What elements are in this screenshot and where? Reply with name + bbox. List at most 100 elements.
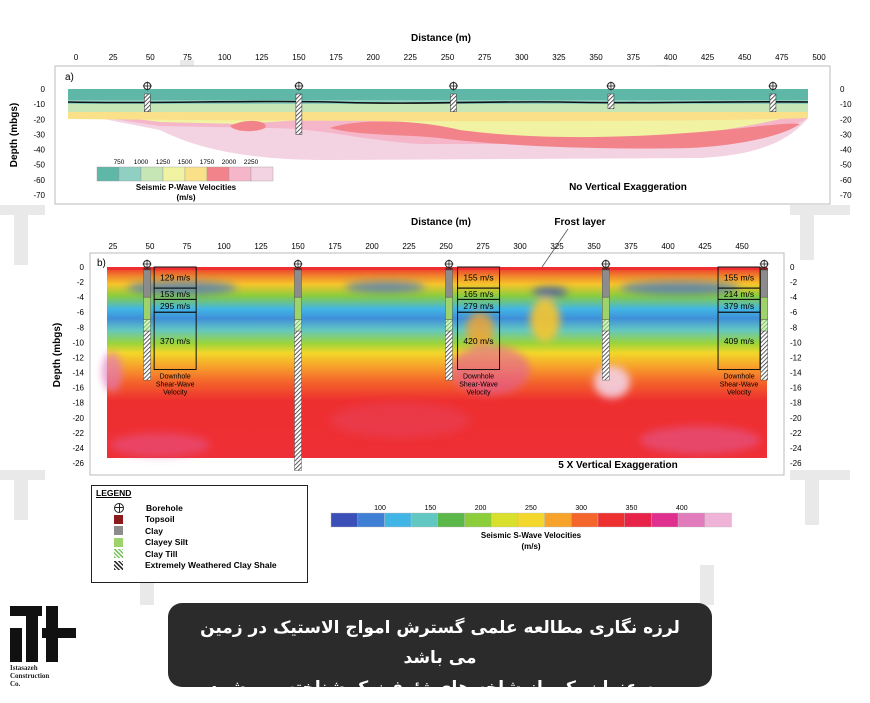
downhole-layer-box xyxy=(717,311,761,371)
s-colorbar-unit: (m/s) xyxy=(521,542,540,551)
frost-layer-pointer xyxy=(539,228,569,271)
caption-banner: لرزه نگاری مطالعه علمی گسترش امواج الاست… xyxy=(168,603,712,698)
panel-b-y-tick-label: -8 xyxy=(77,323,85,332)
borehole-segment xyxy=(294,330,302,471)
panel-b-y-tick-label: 0 xyxy=(790,263,795,272)
panel-a-y-tick-label: -60 xyxy=(33,176,45,185)
p-colorbar-swatch xyxy=(162,166,186,182)
p-wave-colorbar: 750 1000 1250 1500 1750 2000 2250 xyxy=(96,159,274,182)
borehole-icon xyxy=(114,502,124,513)
downhole-caption: Shear-Wave xyxy=(459,382,498,389)
downhole-caption: Downhole xyxy=(723,374,754,381)
watermark-shape xyxy=(700,565,714,605)
panel-a-x-tick-label: 325 xyxy=(552,53,566,62)
legend-item: Clay xyxy=(114,525,163,536)
p-colorbar-swatch xyxy=(118,166,142,182)
p-colorbar-swatch xyxy=(228,166,252,182)
borehole-segment xyxy=(143,319,151,332)
s-wave-section xyxy=(102,267,767,458)
legend-swatch xyxy=(114,514,123,524)
panel-a-x-tick-label: 400 xyxy=(664,53,678,62)
panel-a-x-tick-label: 175 xyxy=(329,53,343,62)
s-colorbar-tick-label: 250 xyxy=(525,505,537,512)
panel-b-x-tick-label: 175 xyxy=(328,242,342,251)
downhole-velocity-label: 279 m/s xyxy=(463,301,493,311)
downhole-caption: Downhole xyxy=(160,374,191,381)
panel-b-y-tick-label: -10 xyxy=(72,338,84,347)
p-colorbar-tick-label: 1250 xyxy=(156,159,171,166)
p-colorbar-tick-label: 750 xyxy=(114,159,125,166)
p-colorbar-tick-label: 1000 xyxy=(134,159,149,166)
logo-line-1: Istasazeh xyxy=(10,664,38,672)
panel-a-boreholes xyxy=(142,81,778,135)
panel-b-y-tick-label: -18 xyxy=(790,399,802,408)
legend-item: Clay Till xyxy=(114,548,177,559)
panel-b-y-tick-label: -16 xyxy=(790,384,802,393)
panel-b-y-tick-label: -26 xyxy=(790,459,802,468)
borehole-segment xyxy=(143,330,151,381)
watermark-shape xyxy=(0,470,45,480)
p-colorbar-swatch xyxy=(206,166,230,182)
panel-a-y-tick-label: -70 xyxy=(33,191,45,200)
panel-a-x-tick-label: 475 xyxy=(775,53,789,62)
borehole-segment xyxy=(143,269,151,298)
panel-b-x-tick-label: 300 xyxy=(513,242,527,251)
panel-a-ylabel: Depth (mbgs) xyxy=(9,103,20,167)
panel-a-y-ticks-right: 0 -10 -20 -30 -40 -50 -60 -70 xyxy=(840,85,852,200)
panel-a-x-tick-label: 75 xyxy=(183,53,192,62)
borehole-segment xyxy=(445,330,453,381)
s-colorbar-swatch xyxy=(677,512,705,528)
borehole-column xyxy=(450,93,457,112)
borehole-column xyxy=(769,93,777,112)
panel-b-y-tick-label: -24 xyxy=(72,444,84,453)
downhole-caption: Velocity xyxy=(163,390,188,397)
s-colorbar-swatch xyxy=(384,512,412,528)
panel-a-y-tick-label: 0 xyxy=(41,85,46,94)
downhole-velocity-label: 370 m/s xyxy=(160,336,190,346)
legend-swatch xyxy=(114,549,123,558)
panel-b-x-tick-label: 250 xyxy=(439,242,453,251)
panel-b-y-tick-label: -20 xyxy=(790,414,802,423)
panel-a-y-tick-label: -30 xyxy=(840,130,852,139)
s-colorbar-swatch xyxy=(651,512,679,528)
legend-label: Topsoil xyxy=(145,514,175,524)
panel-b-x-tick-label: 375 xyxy=(624,242,638,251)
s-colorbar-swatch xyxy=(571,512,599,528)
panel-a-y-tick-label: -40 xyxy=(33,146,45,155)
borehole-segment xyxy=(445,319,453,332)
legend-item: Borehole xyxy=(114,502,183,513)
p-wave-section xyxy=(67,89,809,160)
panel-b-y-tick-label: -6 xyxy=(790,308,798,317)
s-colorbar-swatch xyxy=(624,512,652,528)
p-colorbar-tick-label: 1500 xyxy=(178,159,193,166)
logo-text: Istasazeh Construction Co. xyxy=(10,664,49,688)
p-colorbar-title: Seismic P-Wave Velocities xyxy=(136,183,237,192)
p-colorbar-tick-label: 1750 xyxy=(200,159,215,166)
downhole-caption: Shear-Wave xyxy=(156,382,195,389)
panel-b-x-tick-label: 150 xyxy=(291,242,305,251)
p-colorbar-tick-label: 2000 xyxy=(222,159,237,166)
s-colorbar-title: Seismic S-Wave Velocities xyxy=(481,531,582,540)
panel-b-ylabel: Depth (mbgs) xyxy=(52,323,63,387)
panel-a-xlabel: Distance (m) xyxy=(411,33,471,44)
panel-b-y-ticks-left: 0 -2 -4 -6 -8 -10 -12 -14 -16 -18 -20 -22 -24 -26 xyxy=(72,263,84,468)
panel-a-y-tick-label: -20 xyxy=(33,115,45,124)
downhole-velocity-label: 420 m/s xyxy=(463,336,493,346)
downhole-velocity-label: 295 m/s xyxy=(160,301,190,311)
legend-label: Clay Till xyxy=(145,548,178,559)
borehole-segment xyxy=(294,269,302,298)
panel-a-annotation: No Vertical Exaggeration xyxy=(569,182,687,193)
panel-b-x-tick-label: 125 xyxy=(254,242,268,251)
panel-b-y-tick-label: -2 xyxy=(77,278,85,287)
panel-b-y-tick-label: -12 xyxy=(790,353,802,362)
watermark-shape xyxy=(800,205,814,260)
legend-label: Extremely Weathered Clay Shale xyxy=(145,560,277,570)
borehole-segment xyxy=(602,319,610,332)
borehole-segment xyxy=(760,319,768,332)
s-colorbar-swatch xyxy=(597,512,625,528)
borehole-segment xyxy=(143,296,151,320)
panel-b-y-tick-label: -2 xyxy=(790,278,798,287)
panel-a-y-tick-label: -40 xyxy=(840,146,852,155)
s-colorbar-swatch xyxy=(491,512,519,528)
s-colorbar-tick-label: 100 xyxy=(374,505,386,512)
